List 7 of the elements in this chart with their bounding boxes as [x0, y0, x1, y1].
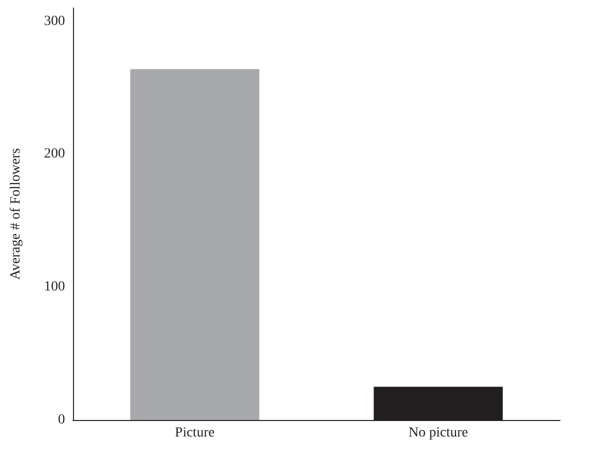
x-tick-label: Picture	[174, 426, 215, 440]
y-tick-label: 0	[58, 412, 65, 428]
y-axis-title: Average # of Followers	[8, 148, 24, 280]
x-tick-label: No picture	[408, 426, 468, 440]
y-tick-label: 200	[44, 146, 65, 162]
y-tick-label: 100	[44, 280, 65, 295]
y-tick-label: 300	[44, 14, 65, 29]
